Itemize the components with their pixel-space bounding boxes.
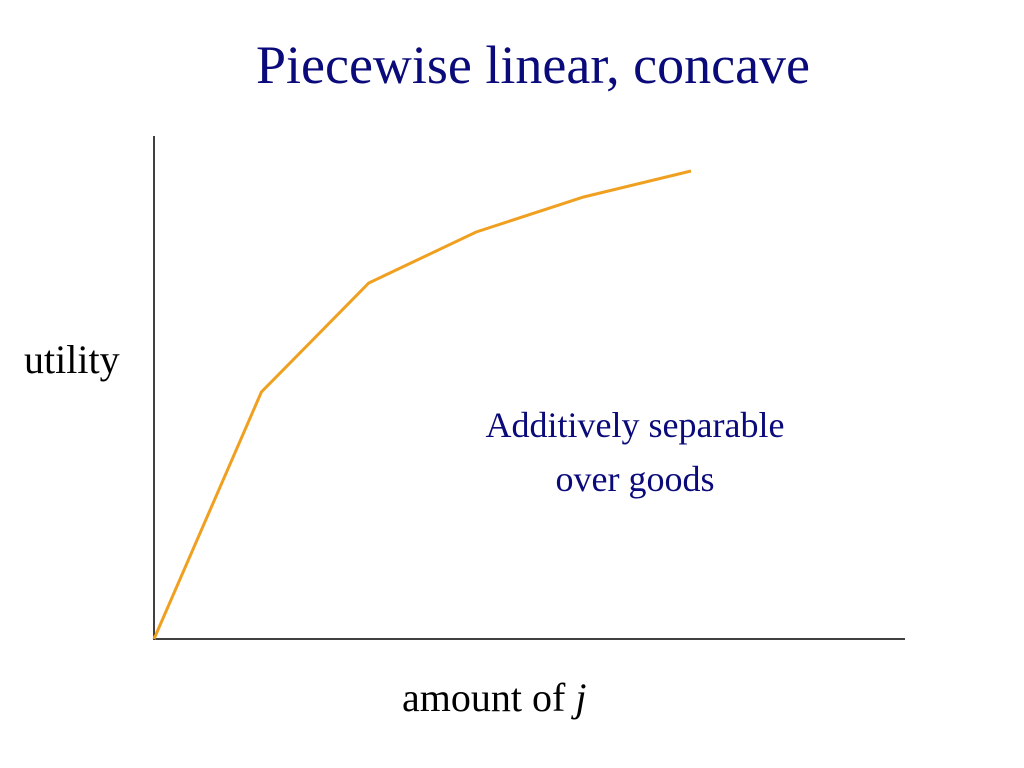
x-axis-label-variable: j bbox=[575, 675, 587, 720]
utility-curve bbox=[152, 169, 692, 640]
x-axis-label: amount of j bbox=[402, 678, 586, 718]
x-axis-label-text: amount of bbox=[402, 675, 576, 720]
y-axis-label: utility bbox=[24, 337, 120, 382]
annotation: Additively separable over goods bbox=[435, 398, 835, 506]
annotation-line-2: over goods bbox=[555, 459, 715, 499]
annotation-line-1: Additively separable bbox=[485, 405, 785, 445]
slide-title: Piecewise linear, concave bbox=[255, 35, 811, 95]
